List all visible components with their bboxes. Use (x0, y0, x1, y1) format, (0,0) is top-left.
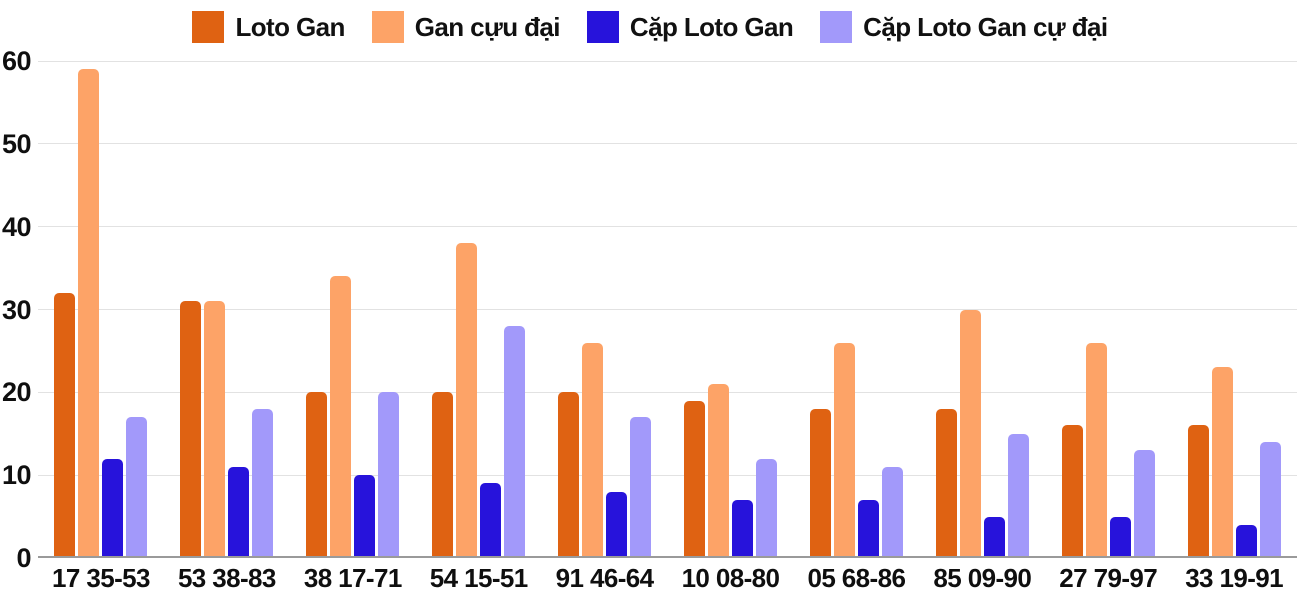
x-axis: 17 35-53 53 38-83 38 17-71 54 15-51 91 46-64… (38, 563, 1297, 594)
chart-legend: Loto Gan Gan cựu đại Cặp Loto Gan Cặp Loto … (0, 9, 1300, 45)
bar-group-10-08-80 (668, 61, 794, 558)
bar-loto-gan-53-38-83 (180, 301, 202, 558)
bar-gan-cuu-dai-38-17-71 (330, 276, 352, 558)
bar-gan-cuu-dai-33-19-91 (1211, 367, 1233, 558)
bar-cap-loto-gan-33-19-91 (1235, 524, 1257, 558)
gridline-30 (38, 309, 1297, 310)
bar-cap-loto-gan-53-38-83 (228, 466, 250, 558)
y-tick-label-20: 20 (1, 377, 32, 408)
bar-gan-cuu-dai-05-68-86 (833, 342, 855, 558)
bar-gan-cuu-dai-53-38-83 (204, 301, 226, 558)
x-tick-label-33-19-91: 33 19-91 (1185, 563, 1284, 593)
bar-loto-gan-91-46-64 (558, 392, 580, 558)
bar-group-54-15-51 (416, 61, 542, 558)
legend-label: Loto Gan (235, 11, 345, 42)
legend-swatch-cap-loto-gan-cu-dai (820, 11, 853, 43)
plot-area (38, 60, 1297, 558)
gridline-20 (38, 391, 1297, 393)
legend-label: Cặp Loto Gan (629, 11, 794, 42)
bar-loto-gan-05-68-86 (809, 408, 831, 558)
bar-cap-loto-gan-38-17-71 (354, 475, 376, 558)
legend-swatch-gan-cuu-dai (371, 11, 404, 43)
y-tick-label-60: 60 (1, 46, 32, 76)
legend-swatch-cap-loto-gan (586, 11, 619, 43)
legend-item-loto-gan[interactable]: Loto Gan (192, 11, 345, 43)
bar-loto-gan-85-09-90 (935, 408, 957, 558)
bar-loto-gan-17-35-53 (54, 292, 76, 558)
bar-gan-cuu-dai-54-15-51 (456, 243, 478, 558)
bar-gan-cuu-dai-27-79-97 (1085, 342, 1107, 558)
bar-cap-loto-gan-cu-dai-05-68-86 (881, 466, 903, 558)
bar-group-85-09-90 (919, 61, 1045, 558)
bar-group-05-68-86 (793, 61, 919, 558)
legend-swatch-loto-gan (192, 11, 225, 43)
bar-cap-loto-gan-cu-dai-91-46-64 (630, 417, 652, 558)
y-tick-label-10: 10 (1, 460, 32, 491)
legend-item-cap-loto-gan[interactable]: Cặp Loto Gan (586, 11, 794, 43)
x-tick-label-17-35-53: 17 35-53 (52, 563, 150, 593)
bar-groups (38, 61, 1297, 558)
legend-label: Gan cựu đại (414, 11, 561, 42)
x-tick-label-91-46-64: 91 46-64 (555, 563, 654, 593)
bar-cap-loto-gan-cu-dai-10-08-80 (755, 458, 777, 558)
bar-loto-gan-54-15-51 (432, 392, 454, 558)
bar-cap-loto-gan-85-09-90 (983, 516, 1005, 558)
bar-loto-gan-27-79-97 (1061, 425, 1083, 558)
bar-group-27-79-97 (1045, 61, 1171, 558)
bar-cap-loto-gan-17-35-53 (102, 458, 124, 558)
x-tick-label-27-79-97: 27 79-97 (1059, 563, 1158, 593)
y-tick-label-50: 50 (1, 128, 32, 159)
y-tick-label-30: 30 (1, 294, 32, 325)
bar-group-17-35-53 (38, 61, 164, 558)
bar-cap-loto-gan-cu-dai-38-17-71 (378, 392, 400, 558)
gridline-50 (38, 143, 1297, 145)
gridline-40 (38, 226, 1297, 228)
bar-cap-loto-gan-cu-dai-85-09-90 (1007, 433, 1029, 558)
bar-cap-loto-gan-cu-dai-27-79-97 (1133, 450, 1155, 558)
x-axis-line (38, 556, 1297, 558)
bar-cap-loto-gan-27-79-97 (1109, 516, 1131, 558)
bar-cap-loto-gan-cu-dai-17-35-53 (126, 417, 148, 558)
y-tick-label-40: 40 (1, 211, 32, 242)
x-tick-label-54-15-51: 54 15-51 (429, 563, 528, 593)
gridline-10 (38, 474, 1297, 476)
legend-item-gan-cuu-dai[interactable]: Gan cựu đại (371, 11, 561, 43)
bar-cap-loto-gan-10-08-80 (731, 500, 753, 558)
bar-group-33-19-91 (1171, 61, 1297, 558)
bar-loto-gan-10-08-80 (683, 400, 705, 558)
gridline-60 (38, 60, 1297, 62)
x-tick-label-38-17-71: 38 17-71 (303, 563, 402, 593)
x-tick-label-85-09-90: 85 09-90 (933, 563, 1032, 593)
bar-loto-gan-33-19-91 (1187, 425, 1209, 558)
bar-cap-loto-gan-54-15-51 (480, 483, 502, 558)
bar-cap-loto-gan-cu-dai-54-15-51 (504, 326, 526, 558)
bar-group-38-17-71 (290, 61, 416, 558)
bar-loto-gan-38-17-71 (306, 392, 328, 558)
legend-item-cap-loto-gan-cu-dai[interactable]: Cặp Loto Gan cự đại (820, 11, 1108, 43)
x-tick-label-10-08-80: 10 08-80 (681, 563, 780, 593)
bar-group-91-46-64 (542, 61, 668, 558)
y-tick-label-0: 0 (16, 543, 31, 573)
bar-cap-loto-gan-cu-dai-33-19-91 (1259, 442, 1281, 558)
bar-group-53-38-83 (164, 61, 290, 558)
bar-gan-cuu-dai-91-46-64 (582, 342, 604, 558)
bar-cap-loto-gan-91-46-64 (606, 491, 628, 558)
bar-cap-loto-gan-cu-dai-53-38-83 (252, 408, 274, 558)
x-tick-label-53-38-83: 53 38-83 (177, 563, 276, 593)
legend-label: Cặp Loto Gan cự đại (863, 11, 1108, 42)
bar-gan-cuu-dai-17-35-53 (78, 69, 100, 558)
bar-gan-cuu-dai-10-08-80 (707, 384, 729, 558)
bar-gan-cuu-dai-85-09-90 (959, 309, 981, 558)
bar-cap-loto-gan-05-68-86 (857, 500, 879, 558)
x-tick-label-05-68-86: 05 68-86 (807, 563, 906, 593)
